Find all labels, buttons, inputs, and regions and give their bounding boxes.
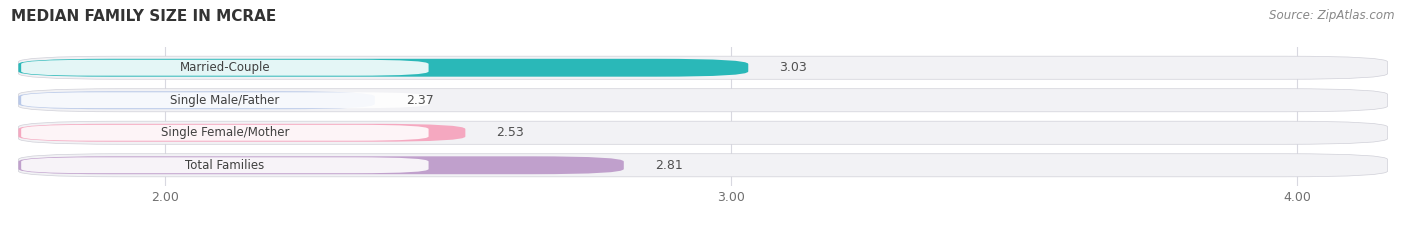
FancyBboxPatch shape [21,125,429,141]
Text: 2.81: 2.81 [655,159,683,172]
FancyBboxPatch shape [18,121,1388,144]
FancyBboxPatch shape [18,59,748,77]
Text: MEDIAN FAMILY SIZE IN MCRAE: MEDIAN FAMILY SIZE IN MCRAE [11,9,277,24]
Text: 3.03: 3.03 [779,61,807,74]
FancyBboxPatch shape [18,56,1388,79]
Text: 2.37: 2.37 [406,94,433,107]
Text: Single Female/Mother: Single Female/Mother [160,126,290,139]
FancyBboxPatch shape [18,89,1388,112]
FancyBboxPatch shape [18,124,465,142]
Text: 2.53: 2.53 [496,126,524,139]
Text: Married-Couple: Married-Couple [180,61,270,74]
FancyBboxPatch shape [21,92,429,108]
Text: Single Male/Father: Single Male/Father [170,94,280,107]
FancyBboxPatch shape [18,91,375,109]
Text: Source: ZipAtlas.com: Source: ZipAtlas.com [1270,9,1395,22]
FancyBboxPatch shape [21,60,429,76]
FancyBboxPatch shape [18,156,624,174]
FancyBboxPatch shape [21,157,429,173]
Text: Total Families: Total Families [186,159,264,172]
FancyBboxPatch shape [18,154,1388,177]
